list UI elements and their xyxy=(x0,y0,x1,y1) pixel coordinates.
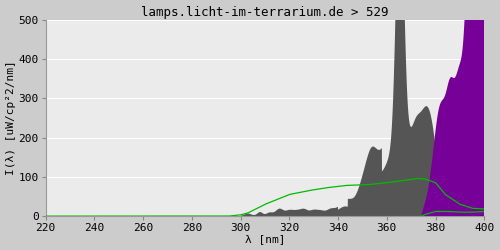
X-axis label: λ [nm]: λ [nm] xyxy=(244,234,285,244)
Y-axis label: I(λ) [uW/cp²2/nm]: I(λ) [uW/cp²2/nm] xyxy=(6,60,16,175)
Title: lamps.licht-im-terrarium.de > 529: lamps.licht-im-terrarium.de > 529 xyxy=(141,6,388,18)
